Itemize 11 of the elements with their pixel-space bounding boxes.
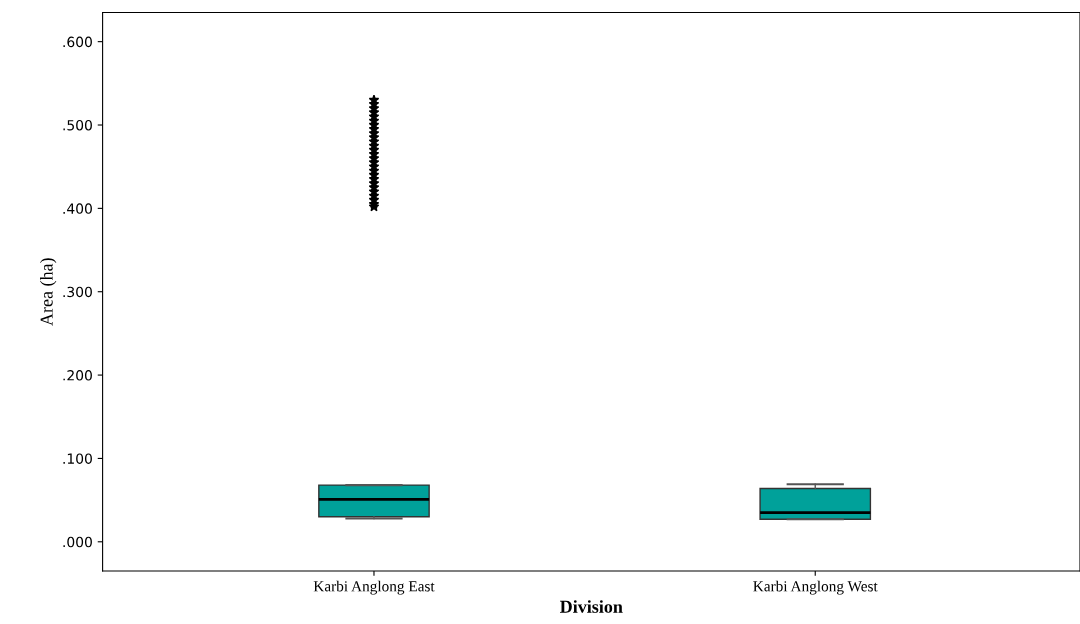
x-axis-title: Division — [560, 600, 623, 613]
x-tick-label: Karbi Anglong East — [313, 580, 435, 595]
x-tick-label: Karbi Anglong West — [753, 580, 878, 595]
y-tick-label: .100 — [63, 453, 92, 464]
y-tick-label: .200 — [63, 370, 92, 381]
y-tick-label: .500 — [63, 119, 92, 131]
y-axis-title: Area (ha) — [40, 258, 57, 326]
y-tick-label: .400 — [63, 203, 92, 214]
y-tick-label: .000 — [63, 536, 92, 548]
y-tick-label: .300 — [63, 286, 92, 298]
y-tick-label: .600 — [63, 36, 92, 48]
